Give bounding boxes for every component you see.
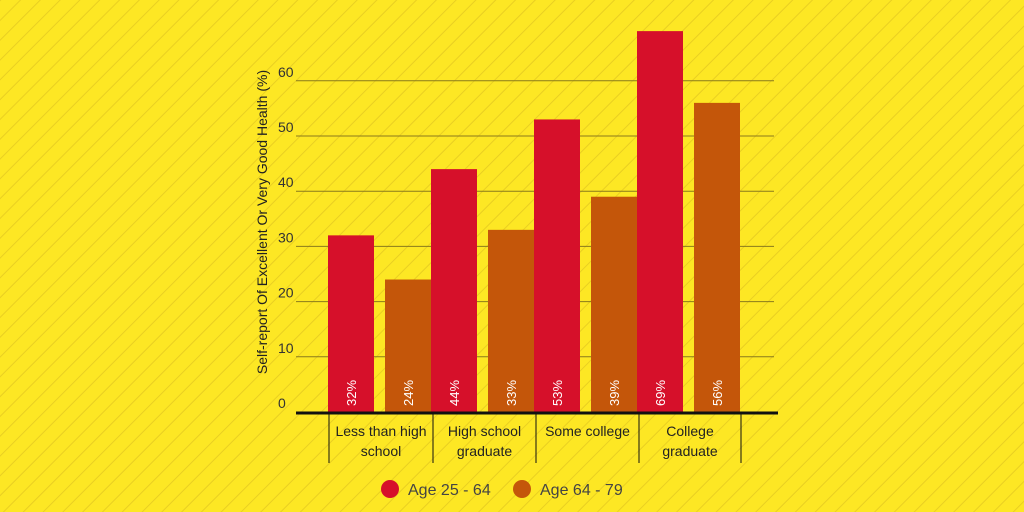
bar-value-label: 56% bbox=[710, 380, 725, 406]
bar[interactable] bbox=[637, 31, 683, 413]
legend-label-series-a: Age 25 - 64 bbox=[408, 482, 491, 499]
y-tick-label: 10 bbox=[278, 340, 294, 356]
legend-marker-series-a bbox=[381, 480, 399, 498]
legend-label-series-b: Age 64 - 79 bbox=[540, 482, 623, 499]
bar-value-label: 33% bbox=[504, 380, 519, 406]
category-label: Less than high bbox=[335, 423, 426, 439]
bar-value-label: 69% bbox=[653, 380, 668, 406]
y-tick-label: 0 bbox=[278, 395, 286, 411]
y-tick-label: 40 bbox=[278, 174, 294, 190]
bar[interactable] bbox=[488, 229, 534, 412]
bar-value-label: 39% bbox=[607, 380, 622, 406]
legend-marker-series-b bbox=[513, 480, 531, 498]
category-label: school bbox=[361, 443, 401, 459]
bar[interactable] bbox=[431, 169, 477, 412]
y-tick-label: 60 bbox=[278, 64, 294, 80]
bar-value-label: 24% bbox=[401, 380, 416, 406]
category-label: graduate bbox=[662, 443, 717, 459]
category-label: High school bbox=[448, 423, 521, 439]
y-tick-label: 50 bbox=[278, 119, 294, 135]
y-tick-label: 20 bbox=[278, 285, 294, 301]
bar[interactable] bbox=[694, 102, 740, 412]
category-label: College bbox=[666, 423, 714, 439]
category-label: Some college bbox=[545, 423, 630, 439]
bars bbox=[328, 31, 740, 413]
y-axis-ticks: 0 10 20 30 40 50 60 bbox=[278, 64, 294, 411]
bar-value-label: 44% bbox=[447, 380, 462, 406]
bar-value-label: 53% bbox=[550, 380, 565, 406]
y-tick-label: 30 bbox=[278, 229, 294, 245]
bar[interactable] bbox=[591, 196, 637, 412]
legend-item-series-b[interactable]: Age 64 - 79 bbox=[513, 480, 623, 499]
bar[interactable] bbox=[385, 279, 431, 412]
legend-item-series-a[interactable]: Age 25 - 64 bbox=[381, 480, 491, 499]
legend: Age 25 - 64 Age 64 - 79 bbox=[381, 480, 623, 499]
category-label: graduate bbox=[457, 443, 512, 459]
bar-value-labels: 32% 24% 44% 33% 53% 39% 69% 56% bbox=[344, 380, 725, 406]
bar[interactable] bbox=[534, 119, 580, 412]
bar[interactable] bbox=[328, 235, 374, 412]
category-axis: Less than high school High school graduate S… bbox=[328, 414, 742, 463]
y-axis-title: Self-report Of Excellent Or Very Good He… bbox=[254, 70, 270, 374]
bar-value-label: 32% bbox=[344, 380, 359, 406]
